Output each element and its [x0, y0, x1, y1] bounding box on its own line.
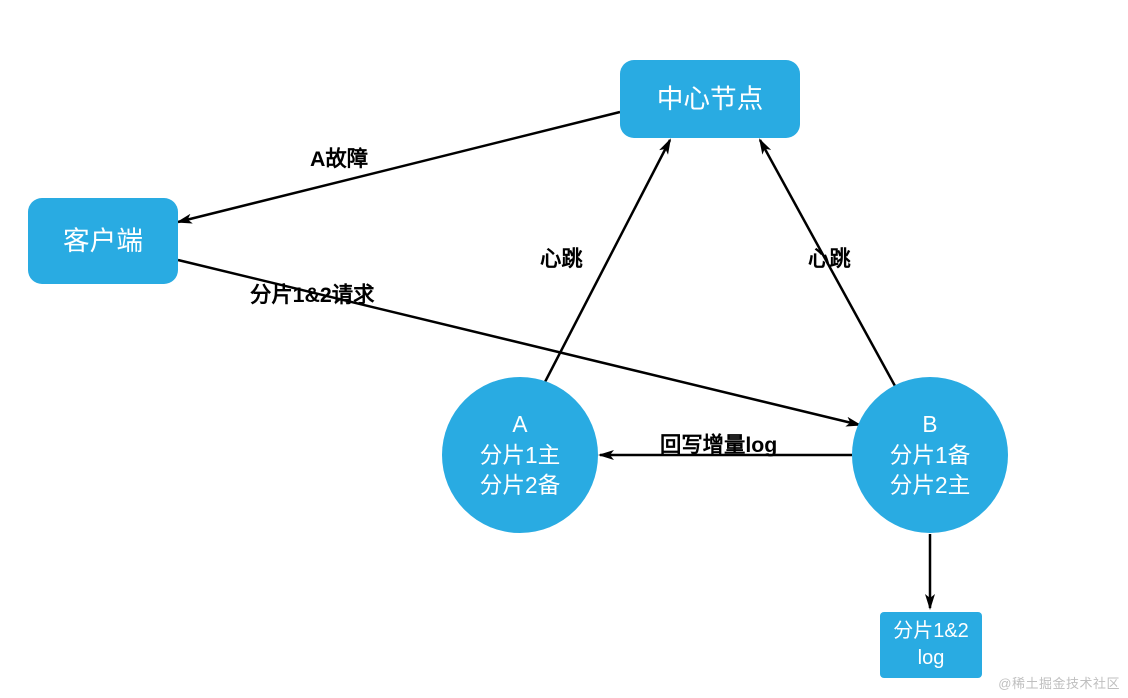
node-log: 分片1&2 log — [880, 612, 982, 678]
edge-label-nodeB-to-nodeA: 回写增量log — [660, 428, 777, 459]
node-client-label: 客户端 — [63, 223, 143, 259]
watermark: @稀土掘金技术社区 — [998, 673, 1120, 692]
node-a: A 分片1主 分片2备 — [442, 377, 598, 533]
edge-label-nodeB-to-center: 心跳 — [808, 242, 851, 273]
node-client: 客户端 — [28, 198, 178, 284]
edge-label-client-to-nodeB: 分片1&2请求 — [250, 278, 374, 309]
node-log-label: 分片1&2 log — [893, 618, 969, 672]
node-center: 中心节点 — [620, 60, 800, 138]
node-a-label: A 分片1主 分片2备 — [480, 409, 561, 501]
edge-label-nodeA-to-center: 心跳 — [540, 242, 583, 273]
edge-label-center-to-client: A故障 — [310, 142, 368, 173]
node-b: B 分片1备 分片2主 — [852, 377, 1008, 533]
edge-center-to-client — [178, 112, 620, 222]
node-center-label: 中心节点 — [657, 81, 764, 117]
edge-layer — [0, 0, 1128, 698]
node-b-label: B 分片1备 分片2主 — [890, 409, 971, 501]
